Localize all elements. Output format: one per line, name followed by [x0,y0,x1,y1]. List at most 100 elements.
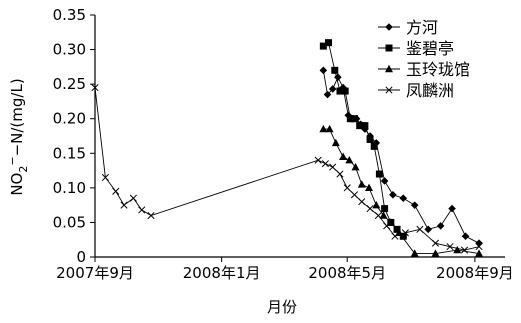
data-point [448,204,456,213]
y-tick-label: 0.15 [53,144,86,162]
data-point [393,225,401,233]
data-point [424,225,432,234]
data-point [399,232,407,240]
x-tick-label: 2008年5月 [308,264,386,282]
data-point [385,44,393,52]
data-point [372,200,381,209]
data-point [331,66,339,74]
data-point [366,135,374,143]
data-point [138,206,146,214]
data-point [357,180,366,188]
data-point [391,232,399,240]
data-point [385,23,393,31]
legend-item: 凤麟洲 [378,81,454,100]
data-point [319,66,328,75]
data-point [381,205,389,213]
data-point [389,190,397,199]
data-point [319,124,328,133]
data-point [325,39,333,47]
data-point [101,173,109,182]
data-point [385,64,393,73]
data-point [361,122,369,130]
data-point [325,124,334,133]
data-point [336,170,344,178]
data-point [346,115,354,123]
y-tick-label: 0.35 [53,6,86,24]
data-point [410,249,419,257]
data-point [336,87,344,95]
y-axis-title: NO2−−N/(mg/L) [6,78,30,195]
data-point [112,187,120,195]
data-point [431,239,440,247]
data-point [475,249,484,257]
legend-label: 鉴碧亭 [406,39,454,58]
data-point [436,222,445,230]
y-axis-title-text: NO2−−N/(mg/L) [6,78,30,195]
data-point [358,198,366,206]
series-line [322,70,480,244]
x-tick-label: 2008年9月 [436,264,514,282]
data-point [343,184,351,192]
data-point [129,194,137,202]
y-tick-label: 0.20 [53,110,86,128]
data-point [365,183,374,192]
legend-item: 玉玲珑馆 [378,60,470,79]
y-tick-label: 0.10 [53,179,86,197]
data-point [356,122,364,130]
data-point [350,115,358,123]
data-point [375,170,383,178]
data-point [379,211,388,219]
data-point [460,246,469,254]
y-tick-label: 0.30 [53,41,86,59]
data-point [431,249,440,257]
data-point [329,163,337,171]
data-point [331,138,340,147]
axes: 0 0.05 0.10 0.15 0.20 0.25 0.30 0.35 2007年9月 2008… [53,6,514,282]
x-axis-title: 月份 [267,298,297,316]
data-point [147,211,155,220]
y-tick-label: 0.25 [53,75,86,93]
data-point [475,239,483,247]
data-point [410,201,419,209]
series-line [94,87,480,251]
y-tick-label: 0.05 [53,213,86,231]
data-point [370,142,378,150]
data-point [399,194,408,203]
data-point [351,162,360,171]
data-point [446,243,454,251]
legend-item: 方河 [378,18,438,37]
data-point [380,177,389,185]
data-point [334,73,342,82]
legend-label: 凤麟洲 [406,81,454,100]
data-point [374,211,382,220]
data-point [383,222,391,230]
series-x [91,84,483,254]
data-point [321,160,329,168]
data-point [345,156,354,164]
data-point [314,156,322,164]
data-point [385,86,393,94]
data-point [461,232,470,241]
data-point [416,225,424,233]
data-point [91,84,99,92]
data-point [328,85,337,93]
data-point [366,205,374,213]
series-layer [91,39,484,257]
data-point [341,87,349,95]
data-point [120,201,128,209]
series-line [323,128,480,254]
data-point [453,245,462,254]
x-tick-label: 2008年1月 [183,264,261,282]
data-point [475,243,483,251]
series-square [319,39,407,240]
data-point [319,42,327,50]
data-point [350,191,359,199]
data-point [323,90,332,99]
legend-label: 玉玲珑馆 [406,60,470,79]
y-tick-label: 0 [76,248,86,266]
legend-item: 鉴碧亭 [378,39,454,58]
legend-label: 方河 [406,18,438,37]
data-point [339,152,348,160]
